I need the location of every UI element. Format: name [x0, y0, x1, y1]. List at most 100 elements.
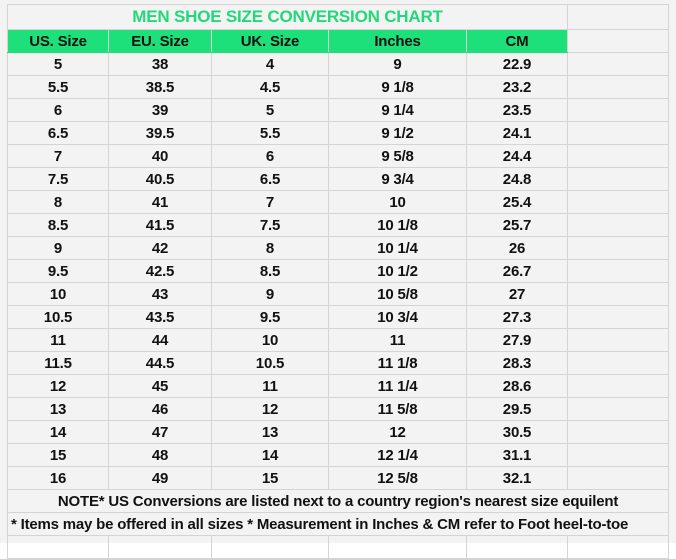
cell-us-size[interactable]: 5.5	[7, 75, 109, 99]
cell-us-size[interactable]: 6.5	[7, 121, 109, 145]
cell-eu-size[interactable]: 40	[108, 144, 212, 168]
cell-uk-size[interactable]: 9	[211, 282, 329, 306]
cell-eu-size[interactable]: 38	[108, 52, 212, 76]
cell-inches[interactable]: 11 5/8	[328, 397, 467, 421]
cell-us-size[interactable]: 8	[7, 190, 109, 214]
cell-eu-size[interactable]: 49	[108, 466, 212, 490]
cell-inches[interactable]: 11 1/4	[328, 374, 467, 398]
header-inches[interactable]: Inches	[328, 29, 467, 53]
empty-cell[interactable]	[567, 282, 669, 306]
cell-uk-size[interactable]: 13	[211, 420, 329, 444]
cell-us-size[interactable]: 10.5	[7, 305, 109, 329]
cell-uk-size[interactable]: 9.5	[211, 305, 329, 329]
empty-cell[interactable]	[567, 374, 669, 398]
cell-us-size[interactable]: 10	[7, 282, 109, 306]
header-cm[interactable]: CM	[466, 29, 568, 53]
cell-cm[interactable]: 30.5	[466, 420, 568, 444]
cell-cm[interactable]: 22.9	[466, 52, 568, 76]
empty-cell[interactable]	[567, 305, 669, 329]
cell-cm[interactable]: 25.4	[466, 190, 568, 214]
cell-cm[interactable]: 27.9	[466, 328, 568, 352]
cell-cm[interactable]: 28.3	[466, 351, 568, 375]
cell-uk-size[interactable]: 5.5	[211, 121, 329, 145]
empty-cell[interactable]	[567, 190, 669, 214]
cell-cm[interactable]: 24.8	[466, 167, 568, 191]
cell-uk-size[interactable]: 7	[211, 190, 329, 214]
chart-title[interactable]: MEN SHOE SIZE CONVERSION CHART	[7, 4, 568, 30]
cell-inches[interactable]: 11	[328, 328, 467, 352]
empty-cell[interactable]	[567, 466, 669, 490]
cell-uk-size[interactable]: 14	[211, 443, 329, 467]
cell-inches[interactable]: 9 1/4	[328, 98, 467, 122]
cell-inches[interactable]: 9 5/8	[328, 144, 467, 168]
cell-uk-size[interactable]: 6.5	[211, 167, 329, 191]
cell-us-size[interactable]: 13	[7, 397, 109, 421]
cell-cm[interactable]: 26.7	[466, 259, 568, 283]
cell-inches[interactable]: 9 3/4	[328, 167, 467, 191]
cell-eu-size[interactable]: 44.5	[108, 351, 212, 375]
cell-uk-size[interactable]: 6	[211, 144, 329, 168]
cell-cm[interactable]: 25.7	[466, 213, 568, 237]
cell-uk-size[interactable]: 15	[211, 466, 329, 490]
empty-cell[interactable]	[567, 443, 669, 467]
cell-inches[interactable]: 11 1/8	[328, 351, 467, 375]
cell-inches[interactable]: 10 3/4	[328, 305, 467, 329]
cell-eu-size[interactable]: 42.5	[108, 259, 212, 283]
cell-us-size[interactable]: 9	[7, 236, 109, 260]
empty-cell[interactable]	[567, 121, 669, 145]
cell-eu-size[interactable]: 45	[108, 374, 212, 398]
cell-uk-size[interactable]: 4.5	[211, 75, 329, 99]
cell-uk-size[interactable]: 5	[211, 98, 329, 122]
cell-us-size[interactable]: 15	[7, 443, 109, 467]
cell-uk-size[interactable]: 8	[211, 236, 329, 260]
header-eu-size[interactable]: EU. Size	[108, 29, 212, 53]
empty-cell[interactable]	[567, 167, 669, 191]
empty-cell[interactable]	[567, 535, 669, 559]
cell-eu-size[interactable]: 41.5	[108, 213, 212, 237]
cell-inches[interactable]: 10 1/4	[328, 236, 467, 260]
cell-eu-size[interactable]: 39.5	[108, 121, 212, 145]
cell-us-size[interactable]: 12	[7, 374, 109, 398]
empty-cell[interactable]	[567, 397, 669, 421]
cell-cm[interactable]: 24.4	[466, 144, 568, 168]
cell-eu-size[interactable]: 38.5	[108, 75, 212, 99]
cell-eu-size[interactable]: 42	[108, 236, 212, 260]
cell-inches[interactable]: 10	[328, 190, 467, 214]
cell-uk-size[interactable]: 4	[211, 52, 329, 76]
empty-cell[interactable]	[567, 213, 669, 237]
cell-cm[interactable]: 24.1	[466, 121, 568, 145]
cell-us-size[interactable]: 6	[7, 98, 109, 122]
cell-cm[interactable]: 28.6	[466, 374, 568, 398]
cell-us-size[interactable]: 8.5	[7, 213, 109, 237]
empty-cell[interactable]	[567, 351, 669, 375]
cell-us-size[interactable]: 7	[7, 144, 109, 168]
cell-inches[interactable]: 9 1/2	[328, 121, 467, 145]
cell-inches[interactable]: 10 1/2	[328, 259, 467, 283]
empty-cell[interactable]	[567, 4, 669, 30]
cell-uk-size[interactable]: 11	[211, 374, 329, 398]
empty-cell[interactable]	[7, 535, 109, 559]
empty-cell[interactable]	[567, 259, 669, 283]
cell-eu-size[interactable]: 40.5	[108, 167, 212, 191]
empty-cell[interactable]	[211, 535, 329, 559]
cell-uk-size[interactable]: 7.5	[211, 213, 329, 237]
header-us-size[interactable]: US. Size	[7, 29, 109, 53]
cell-eu-size[interactable]: 41	[108, 190, 212, 214]
cell-inches[interactable]: 12 5/8	[328, 466, 467, 490]
cell-us-size[interactable]: 5	[7, 52, 109, 76]
empty-cell[interactable]	[567, 29, 669, 53]
cell-cm[interactable]: 32.1	[466, 466, 568, 490]
cell-inches[interactable]: 9 1/8	[328, 75, 467, 99]
cell-cm[interactable]: 27.3	[466, 305, 568, 329]
cell-inches[interactable]: 12 1/4	[328, 443, 467, 467]
cell-us-size[interactable]: 7.5	[7, 167, 109, 191]
cell-cm[interactable]: 27	[466, 282, 568, 306]
cell-cm[interactable]: 23.5	[466, 98, 568, 122]
cell-uk-size[interactable]: 10.5	[211, 351, 329, 375]
cell-cm[interactable]: 31.1	[466, 443, 568, 467]
note-row-2[interactable]: * Items may be offered in all sizes * Me…	[7, 512, 669, 536]
cell-inches[interactable]: 10 1/8	[328, 213, 467, 237]
header-uk-size[interactable]: UK. Size	[211, 29, 329, 53]
cell-us-size[interactable]: 16	[7, 466, 109, 490]
cell-eu-size[interactable]: 43	[108, 282, 212, 306]
